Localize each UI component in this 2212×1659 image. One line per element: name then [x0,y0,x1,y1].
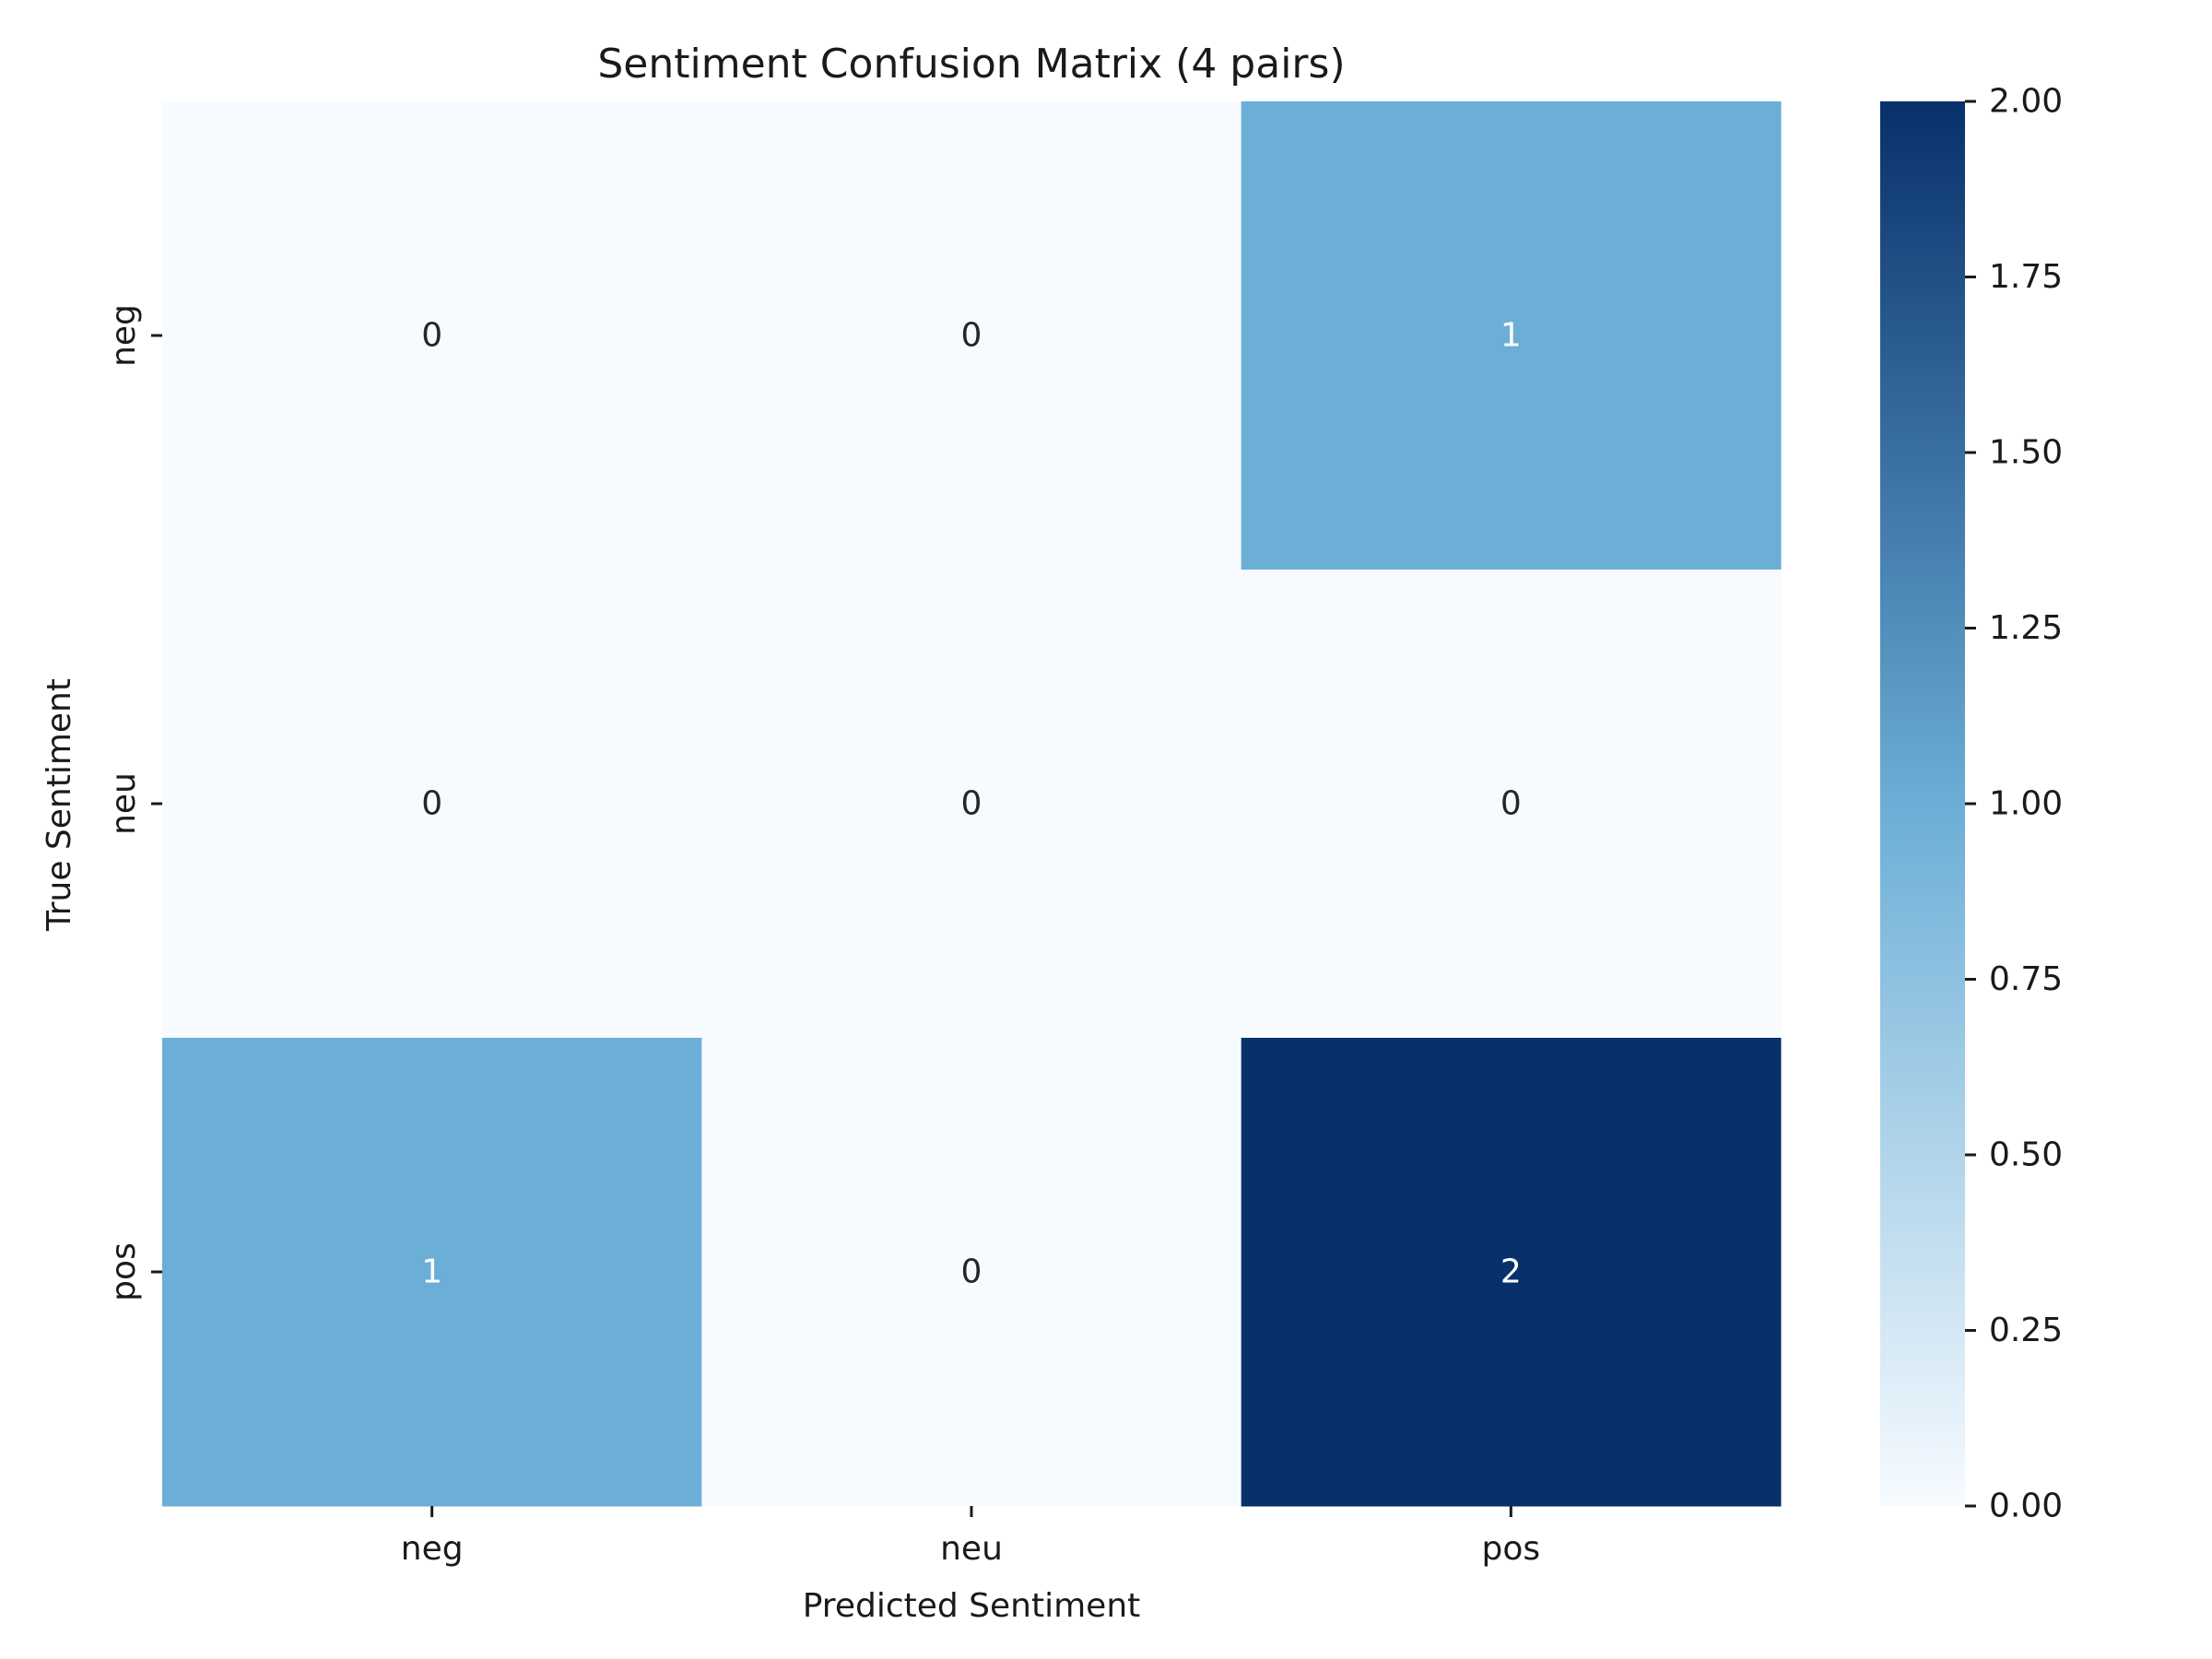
x-axis-label: Predicted Sentiment [803,1587,1141,1625]
colorbar-tick-label: 0.00 [1989,1488,2063,1525]
heatmap-cell [1241,1038,1782,1507]
colorbar-tick-label: 0.75 [1989,960,2063,998]
heatmap-cell [1241,101,1782,571]
heatmap-cell [701,101,1242,571]
heatmap-cell [162,1038,702,1507]
colorbar-tick-label: 0.50 [1989,1136,2063,1174]
y-tick-label: neg [105,304,143,367]
cell-value-label: 1 [1500,317,1522,355]
cell-value-label: 1 [421,1253,442,1291]
heatmap-cell [162,570,702,1039]
colorbar-ticks: 0.00 0.25 0.50 0.75 1.00 1.25 1.50 1.75 2.00 [1965,83,2063,1525]
x-tick-label: neu [940,1530,1003,1568]
cell-value-label: 2 [1500,1253,1522,1291]
cell-value-label: 0 [961,785,982,823]
cell-value-label: 0 [961,1253,982,1291]
heatmap-cell [1241,570,1782,1039]
heatmap-cell [162,101,702,571]
colorbar-tick-label: 1.00 [1989,785,2063,823]
heatmap-cell [701,570,1242,1039]
y-axis-label: True Sentiment [41,678,78,932]
cell-annotations: 0 0 1 0 0 0 1 0 2 [421,317,1522,1291]
x-tick-label: pos [1482,1530,1541,1568]
heatmap-cell [701,1038,1242,1507]
cell-value-label: 0 [961,317,982,355]
colorbar [1880,101,1965,1506]
cell-value-label: 0 [421,317,442,355]
colorbar-tick-label: 1.50 [1989,434,2063,472]
y-tick-label: neu [105,772,143,835]
cell-value-label: 0 [1500,785,1522,823]
colorbar-tick-label: 1.25 [1989,609,2063,647]
cell-value-label: 0 [421,785,442,823]
chart-title: Sentiment Confusion Matrix (4 pairs) [597,41,1345,88]
colorbar-tick-label: 2.00 [1989,83,2063,121]
heatmap-grid [162,101,1782,1507]
colorbar-tick-label: 1.75 [1989,258,2063,296]
y-axis-ticks: neg neu pos [105,304,162,1301]
y-tick-label: pos [105,1242,143,1301]
colorbar-tick-label: 0.25 [1989,1312,2063,1349]
x-axis-ticks: neg neu pos [401,1506,1540,1568]
x-tick-label: neg [401,1530,464,1568]
